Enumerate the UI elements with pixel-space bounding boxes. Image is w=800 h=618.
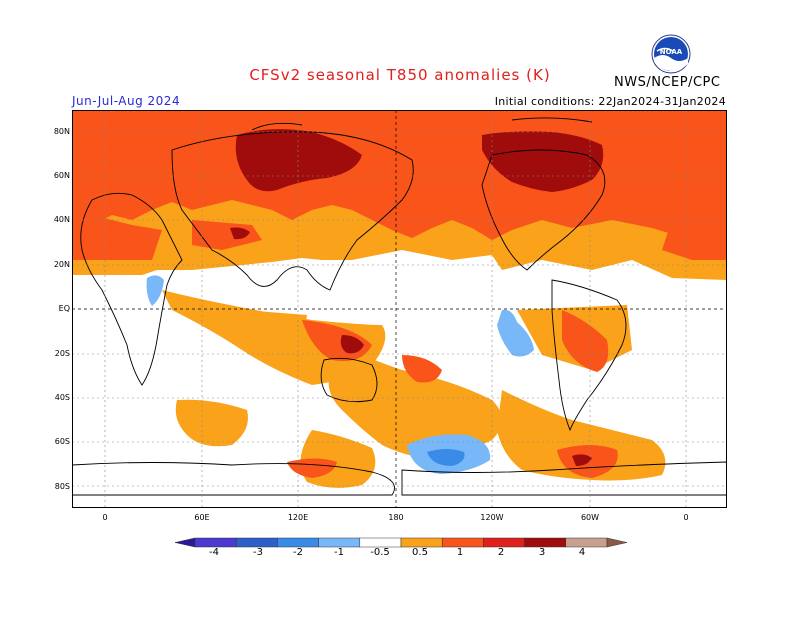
colorbar-tick: -3	[253, 547, 263, 558]
colorbar-swatch	[277, 537, 319, 548]
lat-label: 40N	[53, 215, 70, 224]
colorbar-tick: -4	[209, 547, 219, 558]
colorbar-tick: -2	[293, 547, 303, 558]
lon-label: 60E	[194, 513, 210, 522]
anomaly-mediumblue-fields	[427, 449, 465, 466]
colorbar-swatch	[441, 537, 484, 548]
colorbar-tick: 3	[538, 547, 546, 558]
lat-label: 60N	[53, 171, 70, 180]
colorbar-swatch	[359, 537, 402, 548]
colorbar-swatch	[400, 537, 443, 548]
colorbar-arrow-low	[175, 537, 196, 548]
anomaly-map	[72, 110, 727, 508]
colorbar-tick: -1	[334, 547, 344, 558]
gridlines	[72, 110, 727, 508]
colorbar-tick: 0.5	[412, 547, 428, 558]
season-label: Jun-Jul-Aug 2024	[72, 94, 181, 108]
lon-label: 0	[683, 513, 689, 522]
equator-and-dateline	[72, 110, 727, 508]
lon-label: 120E	[287, 513, 309, 522]
lat-label: 80S	[54, 482, 70, 491]
colorbar-tick: 2	[497, 547, 505, 558]
initial-conditions-label: Initial conditions: 22Jan2024-31Jan2024	[494, 95, 726, 108]
colorbar-swatch	[194, 537, 237, 548]
agency-label: NWS/NCEP/CPC	[614, 75, 721, 90]
lat-label: 60S	[54, 437, 70, 446]
lat-label: 40S	[54, 393, 70, 402]
colorbar-swatch	[235, 537, 278, 548]
colorbar-swatch	[524, 537, 567, 548]
lon-label: 0	[102, 513, 108, 522]
chart-title: CFSv2 seasonal T850 anomalies (K)	[249, 66, 551, 84]
lat-label: 80N	[53, 127, 70, 136]
map-frame	[72, 110, 727, 508]
lon-label: 60W	[580, 513, 600, 522]
colorbar-swatch	[565, 537, 608, 548]
colorbar-swatch	[483, 537, 525, 548]
lat-label: 20N	[53, 260, 70, 269]
lon-label: 180	[388, 513, 404, 522]
colorbar-arrow-high	[606, 537, 627, 548]
colorbar-tick: 1	[456, 547, 464, 558]
coastlines	[72, 117, 727, 496]
noaa-logo: NOAA	[651, 34, 691, 74]
logo-text: NOAA	[660, 48, 683, 56]
colorbar	[175, 537, 627, 548]
colorbar-tick: 4	[578, 547, 586, 558]
lat-label: 20S	[54, 349, 70, 358]
anomaly-darkred-fields	[230, 129, 604, 466]
lon-label: 120W	[480, 513, 504, 522]
colorbar-swatch	[318, 537, 361, 548]
lat-label: EQ	[58, 304, 70, 313]
colorbar-tick: -0.5	[370, 547, 390, 558]
